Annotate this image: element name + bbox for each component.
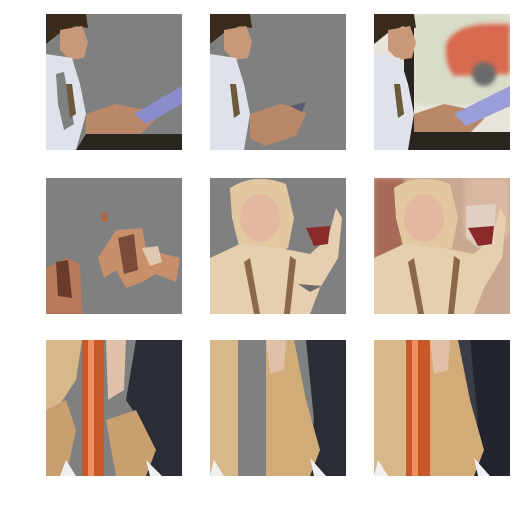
table [408, 132, 510, 150]
face [106, 340, 126, 400]
paper [454, 86, 510, 126]
blob [56, 260, 72, 298]
shirt [374, 54, 414, 150]
hair [46, 340, 82, 416]
jacket [126, 340, 182, 476]
braids [408, 256, 460, 314]
blob [142, 246, 162, 266]
face [224, 26, 252, 60]
wine [306, 226, 330, 246]
glass-base [298, 284, 322, 292]
tie [394, 84, 404, 118]
panel-r2c1 [46, 178, 182, 314]
face [388, 26, 416, 60]
hair [266, 340, 320, 476]
letters [60, 460, 162, 476]
face [404, 194, 444, 242]
panel-r1c3 [374, 14, 510, 150]
shirt [210, 54, 250, 150]
wheel [472, 62, 496, 86]
hair [430, 340, 484, 476]
body [374, 208, 506, 314]
letters [374, 458, 490, 476]
hair [374, 340, 410, 476]
braids [244, 256, 296, 314]
paper-edge [290, 102, 306, 112]
mask-hole [56, 72, 74, 130]
tie [230, 84, 240, 118]
bat-highlight [88, 340, 94, 476]
paper [134, 86, 182, 124]
blob [100, 212, 108, 222]
face [60, 26, 88, 60]
letters [210, 458, 326, 476]
tie [66, 84, 76, 118]
frame [404, 14, 414, 150]
hands [250, 104, 306, 146]
table [76, 134, 182, 150]
face [240, 194, 280, 242]
hair [210, 340, 238, 476]
panel-r3c2 [210, 340, 346, 476]
blob [98, 228, 180, 288]
face [266, 340, 286, 374]
wine [468, 226, 494, 246]
panel-r1c1 [46, 14, 182, 150]
panel-r2c3 [374, 178, 510, 314]
bat-highlight [412, 340, 418, 476]
hair [46, 400, 156, 476]
panel-r1c2 [210, 14, 346, 150]
blob [118, 234, 138, 274]
panel-r3c3 [374, 340, 510, 476]
face [430, 340, 450, 374]
panel-r2c2 [210, 178, 346, 314]
panel-r3c1 [46, 340, 182, 476]
car [445, 24, 510, 76]
